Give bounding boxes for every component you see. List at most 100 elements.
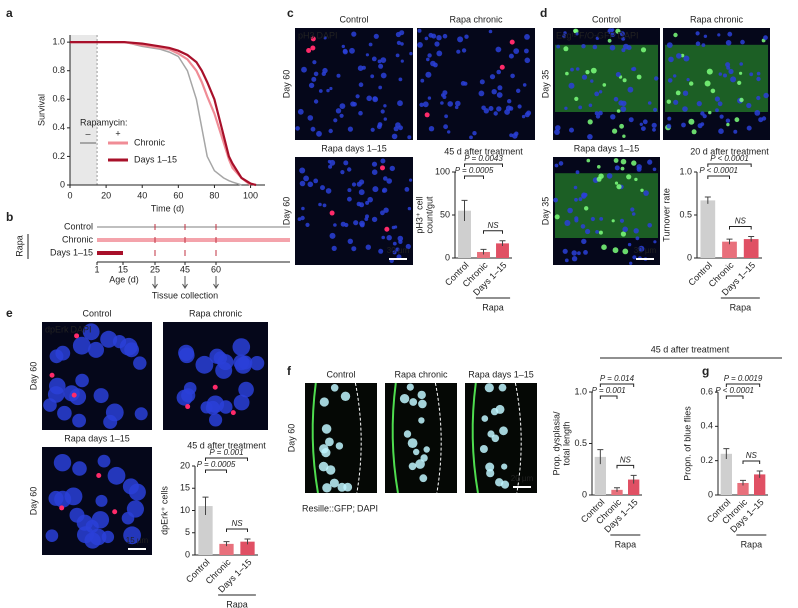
nucleus <box>590 216 596 222</box>
nucleus <box>238 381 254 398</box>
nucleus <box>318 461 329 472</box>
nucleus <box>620 158 627 165</box>
marker-signal <box>424 112 430 118</box>
day-label: Day 60 <box>281 70 291 99</box>
nucleus <box>347 126 353 132</box>
nucleus <box>82 323 100 341</box>
nucleus <box>756 71 761 76</box>
nucleus <box>585 70 590 75</box>
rapa-label: Rapa <box>14 235 24 257</box>
nucleus <box>524 57 531 64</box>
nucleus <box>368 42 373 47</box>
nucleus <box>347 238 353 244</box>
significance-label: P = 0.014 <box>600 374 635 383</box>
nucleus <box>746 125 752 131</box>
nucleus <box>91 511 110 529</box>
nucleus <box>727 31 733 37</box>
nucleus <box>391 133 398 140</box>
nucleus <box>447 130 451 134</box>
marker-signal <box>306 48 312 54</box>
nucleus <box>564 106 568 111</box>
nucleus <box>496 106 502 112</box>
nucleus <box>573 185 578 190</box>
significance-bracket <box>464 175 484 179</box>
nucleus <box>562 34 566 38</box>
nucleus <box>730 76 737 83</box>
nucleus <box>613 158 619 163</box>
significance-label: P = 0.001 <box>592 386 626 395</box>
nucleus <box>737 80 742 85</box>
significance-bracket <box>205 457 248 461</box>
marker-signal <box>329 210 335 216</box>
marker-signal <box>499 64 505 70</box>
nucleus <box>556 44 561 49</box>
nucleus <box>358 189 365 196</box>
nucleus <box>756 95 761 101</box>
nucleus <box>325 188 332 194</box>
nucleus <box>588 103 593 108</box>
nucleus <box>405 243 411 250</box>
error-bar <box>480 248 487 255</box>
nucleus <box>606 173 613 179</box>
nucleus <box>609 44 616 51</box>
nucleus <box>488 29 493 34</box>
nucleus <box>442 33 448 39</box>
bar <box>594 456 606 495</box>
nucleus <box>75 373 89 388</box>
marker-signal <box>185 404 191 410</box>
image-title: Rapa chronic <box>449 14 503 24</box>
nucleus <box>676 53 682 59</box>
nucleus <box>615 28 621 34</box>
day-label: Day 60 <box>28 487 38 516</box>
collection-arrow <box>152 276 158 289</box>
nucleus <box>330 384 339 392</box>
y-tick-label: 5 <box>185 527 190 537</box>
nucleus <box>318 89 323 93</box>
nucleus <box>512 133 518 139</box>
nucleus <box>725 62 731 68</box>
nucleus <box>358 110 363 116</box>
x-tick-label: 20 <box>101 190 111 200</box>
marker-signal <box>310 45 316 51</box>
stain-label: DAPI <box>618 30 639 40</box>
y-tick-label: 0.5 <box>679 209 692 219</box>
nucleus <box>620 106 627 112</box>
micrograph <box>663 28 770 140</box>
nucleus <box>53 454 72 472</box>
significance-label: P = 0.0019 <box>724 374 763 383</box>
nucleus <box>621 48 626 53</box>
group-label: Rapa <box>226 599 248 608</box>
nucleus <box>395 247 400 252</box>
nucleus <box>400 59 404 63</box>
y-tick-label: 100 <box>435 166 450 176</box>
nucleus <box>510 73 515 79</box>
y-tick-label: 0 <box>445 252 450 262</box>
marker-signal <box>384 226 390 232</box>
nucleus <box>84 532 101 549</box>
significance-label: P < 0.0001 <box>710 154 749 163</box>
nucleus <box>666 123 672 129</box>
bar <box>743 239 759 258</box>
nucleus <box>313 71 319 77</box>
nucleus <box>701 43 706 47</box>
significance-bracket <box>742 460 761 464</box>
nucleus <box>585 228 591 235</box>
significance-label: P = 0.0005 <box>197 460 236 469</box>
nucleus <box>299 180 306 187</box>
error-bar <box>597 449 604 465</box>
nucleus <box>103 414 118 429</box>
nucleus <box>313 178 319 184</box>
nucleus <box>45 529 59 542</box>
image-title: Control <box>326 369 355 379</box>
nucleus <box>395 53 400 58</box>
nucleus <box>575 170 580 175</box>
nucleus <box>611 219 615 223</box>
nucleus <box>553 197 558 203</box>
nucleus <box>371 169 378 175</box>
y-axis-label: total length <box>561 421 571 465</box>
nucleus <box>763 92 769 99</box>
collection-arrow <box>213 276 219 289</box>
nucleus <box>407 206 412 211</box>
nucleus <box>489 74 496 80</box>
y-tick-label: 50 <box>440 209 450 219</box>
